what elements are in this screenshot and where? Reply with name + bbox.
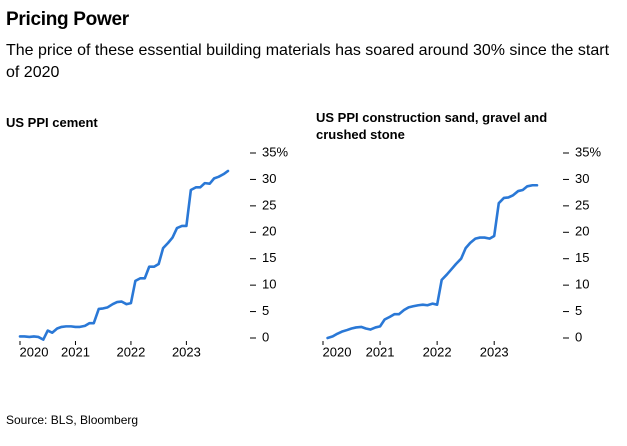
y-tick-label: 20 [262,224,276,239]
y-tick-label: 15 [575,250,589,265]
y-tick-label: 0 [575,329,582,344]
x-tick-label: 2020 [323,344,352,359]
panel-title: US PPI cement [6,115,98,130]
x-tick-label: 2020 [20,344,49,359]
x-tick-label: 2021 [366,344,395,359]
source: Source: BLS, Bloomberg [6,413,139,427]
y-tick-label: 5 [575,303,582,318]
x-tick-label: 2022 [423,344,452,359]
subtitle: The price of these essential building ma… [6,42,610,81]
panel-title: US PPI construction sand, gravel and cru… [316,110,548,142]
y-tick-label: 0 [262,329,269,344]
y-tick-label: 5 [262,303,269,318]
y-tick-label: 35% [262,144,288,159]
x-tick-label: 2021 [61,344,90,359]
y-tick-label: 25 [575,197,589,212]
data-line [326,183,539,340]
y-tick-label: 20 [575,224,589,239]
y-tick-label: 10 [575,277,589,292]
data-line [18,169,230,341]
title: Pricing Power [6,9,129,30]
y-tick-label: 30 [575,171,589,186]
y-tick-label: 10 [262,277,276,292]
y-tick-label: 25 [262,197,276,212]
x-tick-label: 2023 [480,344,509,359]
y-tick-label: 30 [262,171,276,186]
x-tick-label: 2023 [172,344,201,359]
y-tick-label: 35% [575,144,601,159]
x-tick-label: 2022 [116,344,145,359]
y-tick-label: 15 [262,250,276,265]
